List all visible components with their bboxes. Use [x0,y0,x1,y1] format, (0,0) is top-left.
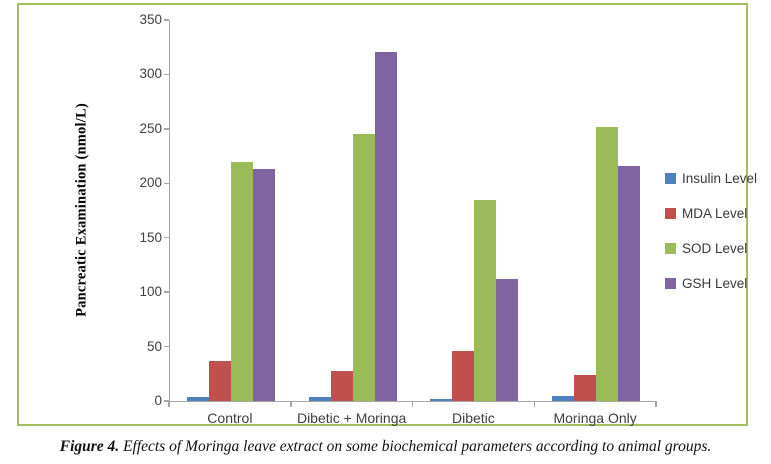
bar-sod-level [352,134,375,401]
y-tick-label: 300 [139,66,162,82]
bar-mda-level [330,370,353,401]
y-tick-mark [164,128,169,130]
legend-swatch [665,278,676,289]
y-axis-title: Pancreatic Examination (nmol/L) [73,103,90,317]
bar-sod-level [230,161,253,401]
y-tick-mark [164,73,169,76]
chart-frame: Pancreatic Examination (nmol/L) Insulin … [17,3,757,426]
bar-insulin-level [308,396,331,401]
y-tick-label: 50 [146,338,162,354]
y-tick-mark [164,400,169,402]
legend-label: GSH Level [682,276,748,291]
legend-swatch [665,173,676,184]
x-tick-mark [168,402,170,407]
figure-caption-text: Effects of Moringa leave extract on some… [119,438,712,455]
y-tick-mark [164,291,169,293]
legend-item: GSH Level [665,276,757,291]
plot-area [169,20,657,402]
y-tick-label: 200 [139,175,162,191]
bar-gsh-level [252,169,275,401]
legend-label: SOD Level [682,241,748,256]
legend-label: MDA Level [682,206,748,221]
x-category-label: Dibetic [451,410,495,426]
bar-mda-level [208,360,231,401]
bar-mda-level [452,350,475,401]
bar-gsh-level [374,51,397,401]
y-tick-label: 250 [139,120,162,136]
legend-item: MDA Level [665,206,757,221]
bar-gsh-level [496,279,519,401]
y-tick-mark [164,236,169,239]
x-tick-mark [290,402,292,407]
bar-sod-level [474,199,497,401]
legend: Insulin Level MDA Level SOD Level GSH Level [665,171,757,291]
x-category-label: Moringa Only [553,410,637,426]
figure-caption: Figure 4. Effects of Moringa leave extra… [0,438,771,456]
y-tick-label: 0 [154,393,162,408]
y-tick-label: 100 [139,284,162,300]
bar-sod-level [596,126,619,401]
x-category-label: Control [207,410,253,426]
x-category-label: Dibetic + Moringa [296,410,407,426]
bar-insulin-level [552,395,575,401]
bar-insulin-level [430,398,453,401]
y-tick-mark [164,345,169,348]
bar-insulin-level [186,396,209,401]
legend-swatch [665,243,676,254]
legend-swatch [665,208,676,219]
legend-item: Insulin Level [665,171,757,186]
x-tick-mark [533,402,535,407]
y-tick-mark [164,19,169,21]
legend-item: SOD Level [665,241,757,256]
legend-label: Insulin Level [682,171,758,186]
figure-caption-label: Figure 4. [59,438,120,455]
x-tick-mark [411,402,414,407]
y-tick-label: 350 [139,12,162,27]
bar-mda-level [574,374,597,401]
x-tick-mark [655,402,657,407]
y-tick-label: 150 [139,229,162,245]
bar-gsh-level [618,165,641,401]
y-tick-mark [164,182,169,185]
